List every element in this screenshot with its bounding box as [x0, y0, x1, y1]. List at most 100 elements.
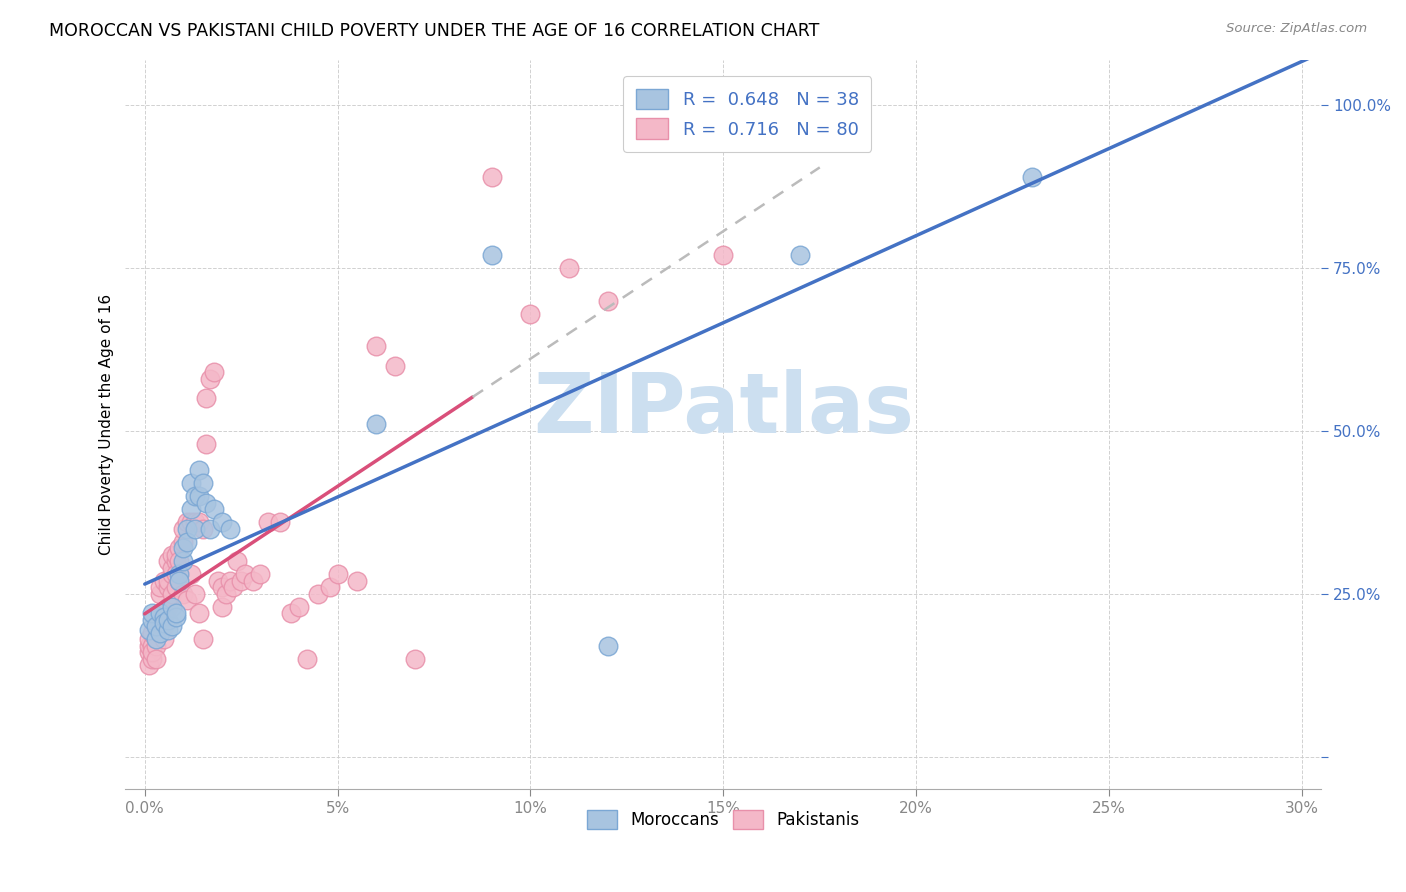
Point	[141, 652, 163, 666]
Point	[172, 534, 194, 549]
Point	[249, 567, 271, 582]
Point	[149, 587, 172, 601]
Point	[366, 339, 388, 353]
Text: ZIPatlas: ZIPatlas	[533, 369, 914, 450]
Point	[169, 574, 191, 588]
Point	[307, 587, 329, 601]
Point	[145, 639, 167, 653]
Point	[191, 476, 214, 491]
Y-axis label: Child Poverty Under the Age of 16: Child Poverty Under the Age of 16	[100, 293, 114, 555]
Point	[145, 619, 167, 633]
Point	[176, 522, 198, 536]
Point	[226, 554, 249, 568]
Point	[346, 574, 368, 588]
Point	[149, 625, 172, 640]
Point	[141, 613, 163, 627]
Point	[711, 248, 734, 262]
Point	[156, 623, 179, 637]
Point	[138, 639, 160, 653]
Point	[165, 554, 187, 568]
Point	[180, 567, 202, 582]
Point	[233, 567, 256, 582]
Point	[165, 567, 187, 582]
Point	[156, 580, 179, 594]
Point	[1021, 169, 1043, 184]
Point	[153, 619, 176, 633]
Point	[172, 541, 194, 556]
Point	[789, 248, 811, 262]
Point	[160, 560, 183, 574]
Point	[295, 652, 318, 666]
Point	[153, 616, 176, 631]
Point	[184, 515, 207, 529]
Point	[149, 607, 172, 621]
Point	[269, 515, 291, 529]
Point	[176, 534, 198, 549]
Point	[195, 392, 218, 406]
Point	[326, 567, 349, 582]
Point	[211, 515, 233, 529]
Point	[218, 574, 240, 588]
Point	[242, 574, 264, 588]
Point	[180, 502, 202, 516]
Point	[145, 619, 167, 633]
Point	[481, 248, 503, 262]
Point	[596, 639, 619, 653]
Point	[184, 522, 207, 536]
Point	[141, 639, 163, 653]
Point	[596, 293, 619, 308]
Point	[404, 652, 426, 666]
Point	[160, 619, 183, 633]
Point	[169, 574, 191, 588]
Point	[222, 580, 245, 594]
Point	[280, 607, 302, 621]
Point	[195, 495, 218, 509]
Point	[149, 613, 172, 627]
Point	[215, 587, 238, 601]
Point	[160, 567, 183, 582]
Point	[169, 554, 191, 568]
Point	[211, 580, 233, 594]
Point	[156, 554, 179, 568]
Point	[172, 554, 194, 568]
Point	[138, 623, 160, 637]
Point	[384, 359, 406, 373]
Point	[187, 463, 209, 477]
Point	[153, 607, 176, 621]
Point	[153, 632, 176, 647]
Point	[153, 574, 176, 588]
Point	[160, 587, 183, 601]
Point	[218, 522, 240, 536]
Point	[184, 489, 207, 503]
Point	[138, 658, 160, 673]
Point	[156, 574, 179, 588]
Point	[149, 580, 172, 594]
Point	[187, 489, 209, 503]
Point	[176, 515, 198, 529]
Point	[319, 580, 342, 594]
Point	[211, 599, 233, 614]
Point	[141, 607, 163, 621]
Point	[156, 599, 179, 614]
Point	[138, 632, 160, 647]
Point	[172, 587, 194, 601]
Point	[169, 567, 191, 582]
Point	[176, 593, 198, 607]
Point	[180, 476, 202, 491]
Point	[169, 541, 191, 556]
Point	[165, 609, 187, 624]
Point	[145, 652, 167, 666]
Point	[366, 417, 388, 432]
Point	[149, 625, 172, 640]
Point	[141, 625, 163, 640]
Point	[184, 587, 207, 601]
Point	[191, 522, 214, 536]
Point	[288, 599, 311, 614]
Point	[187, 515, 209, 529]
Point	[207, 574, 229, 588]
Text: MOROCCAN VS PAKISTANI CHILD POVERTY UNDER THE AGE OF 16 CORRELATION CHART: MOROCCAN VS PAKISTANI CHILD POVERTY UNDE…	[49, 22, 820, 40]
Point	[156, 613, 179, 627]
Point	[481, 169, 503, 184]
Point	[153, 609, 176, 624]
Point	[141, 645, 163, 659]
